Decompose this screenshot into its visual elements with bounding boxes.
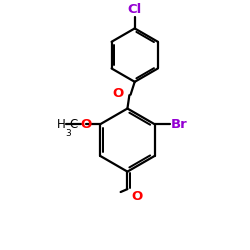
- Text: 3: 3: [66, 129, 71, 138]
- Text: O: O: [80, 118, 91, 131]
- Text: H: H: [56, 118, 65, 131]
- Text: Cl: Cl: [128, 2, 142, 16]
- Text: Br: Br: [171, 118, 188, 131]
- Text: O: O: [132, 190, 143, 202]
- Text: C: C: [70, 118, 78, 131]
- Text: O: O: [113, 88, 124, 101]
